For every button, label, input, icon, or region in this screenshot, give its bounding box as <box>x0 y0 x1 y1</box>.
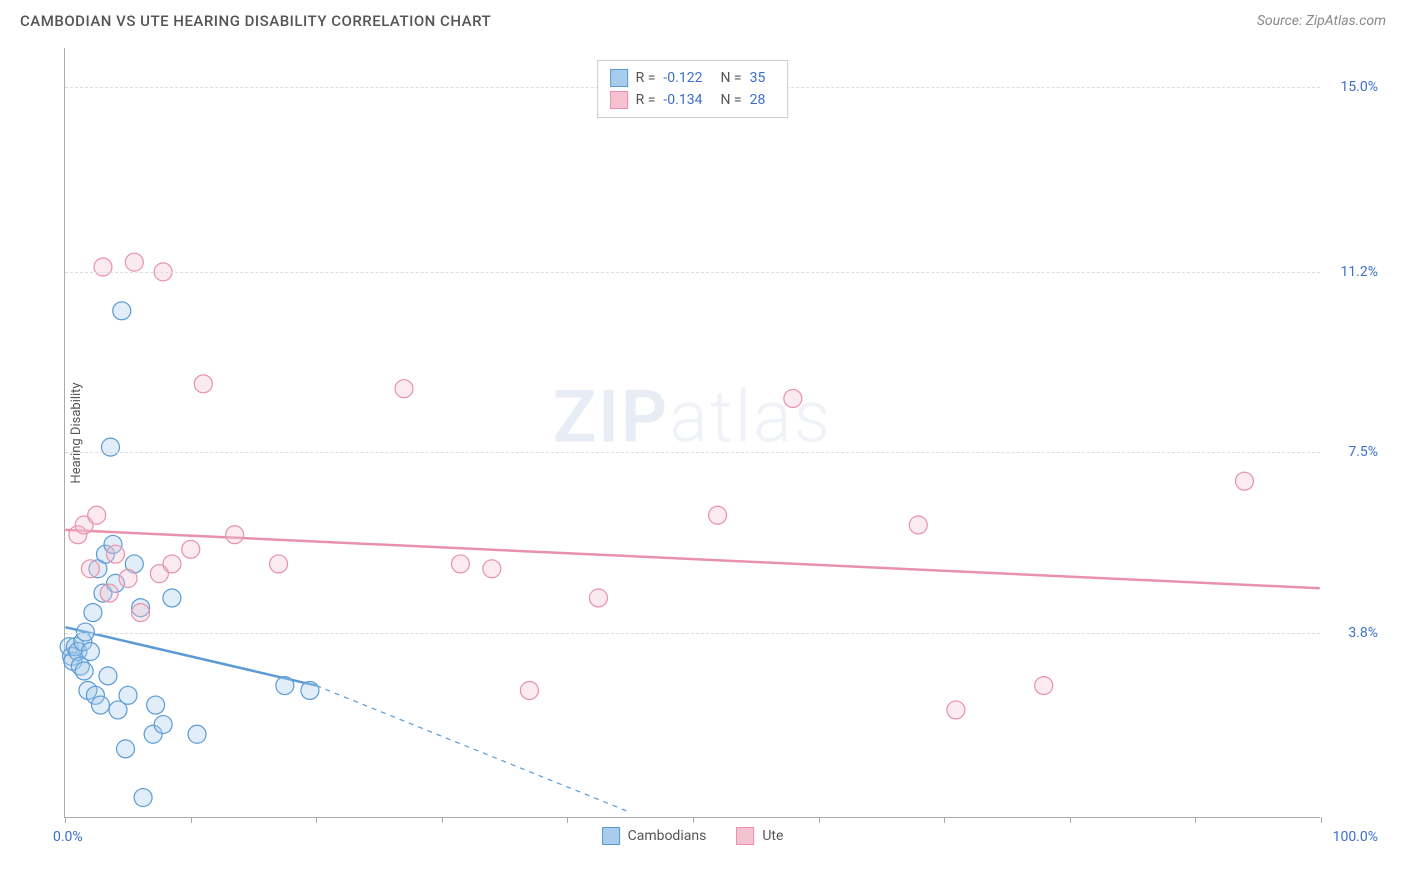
data-point <box>88 506 106 524</box>
data-point <box>125 253 143 271</box>
chart: ZIPatlas R = -0.122 N = 35 R = -0.134 N … <box>20 38 1386 828</box>
trend-line <box>65 530 1319 588</box>
data-point <box>119 686 137 704</box>
data-point <box>163 555 181 573</box>
y-tick-label: 3.8% <box>1348 625 1378 641</box>
data-point <box>75 662 93 680</box>
y-tick-label: 11.2% <box>1340 264 1378 280</box>
correlation-row-1: R = -0.122 N = 35 <box>610 67 776 89</box>
data-point <box>99 667 117 685</box>
x-tick <box>567 817 568 823</box>
correlation-legend: R = -0.122 N = 35 R = -0.134 N = 28 <box>597 60 789 118</box>
swatch-cambodians-icon <box>602 827 620 845</box>
data-point <box>132 604 150 622</box>
data-point <box>784 389 802 407</box>
data-point <box>947 701 965 719</box>
data-point <box>147 696 165 714</box>
data-point <box>113 302 131 320</box>
data-point <box>154 716 172 734</box>
correlation-row-2: R = -0.134 N = 28 <box>610 89 776 111</box>
data-point <box>1235 472 1253 490</box>
x-tick <box>693 817 694 823</box>
data-point <box>909 516 927 534</box>
chart-title: CAMBODIAN VS UTE HEARING DISABILITY CORR… <box>20 12 491 30</box>
data-point <box>194 375 212 393</box>
header: CAMBODIAN VS UTE HEARING DISABILITY CORR… <box>0 0 1406 38</box>
chart-container: Hearing Disability ZIPatlas R = -0.122 N… <box>20 38 1386 828</box>
data-point <box>1035 677 1053 695</box>
data-point <box>94 258 112 276</box>
x-axis-max-label: 100.0% <box>1333 829 1378 845</box>
data-point <box>451 555 469 573</box>
data-point <box>276 677 294 695</box>
data-point <box>134 789 152 807</box>
x-tick <box>1070 817 1071 823</box>
x-tick <box>442 817 443 823</box>
x-axis-min-label: 0.0% <box>53 829 83 845</box>
data-point <box>709 506 727 524</box>
gridline <box>65 633 1320 634</box>
swatch-cambodians <box>610 69 628 87</box>
y-tick-label: 15.0% <box>1340 79 1378 95</box>
data-point <box>91 696 109 714</box>
data-point <box>520 681 538 699</box>
y-tick-label: 7.5% <box>1348 444 1378 460</box>
x-tick <box>944 817 945 823</box>
plot-svg <box>65 48 1320 817</box>
data-point <box>589 589 607 607</box>
x-tick <box>1195 817 1196 823</box>
legend-item-cambodians: Cambodians <box>602 827 707 845</box>
data-point <box>117 740 135 758</box>
series-legend: Cambodians Ute <box>602 827 784 845</box>
data-point <box>188 725 206 743</box>
data-point <box>270 555 288 573</box>
data-point <box>483 560 501 578</box>
data-point <box>182 540 200 558</box>
data-point <box>301 681 319 699</box>
plot-area: ZIPatlas R = -0.122 N = 35 R = -0.134 N … <box>64 48 1320 818</box>
source-attribution: Source: ZipAtlas.com <box>1257 13 1386 29</box>
gridline <box>65 272 1320 273</box>
data-point <box>81 560 99 578</box>
data-point <box>395 380 413 398</box>
data-point <box>107 545 125 563</box>
gridline <box>65 452 1320 453</box>
trend-line-extrapolated <box>316 686 630 813</box>
swatch-ute <box>610 91 628 109</box>
legend-item-ute: Ute <box>736 827 783 845</box>
data-point <box>163 589 181 607</box>
data-point <box>81 643 99 661</box>
data-point <box>119 570 137 588</box>
data-point <box>226 526 244 544</box>
x-tick <box>1321 817 1322 823</box>
x-tick <box>316 817 317 823</box>
data-point <box>100 584 118 602</box>
swatch-ute-icon <box>736 827 754 845</box>
x-tick <box>819 817 820 823</box>
x-tick <box>65 817 66 823</box>
x-tick <box>191 817 192 823</box>
data-point <box>84 604 102 622</box>
